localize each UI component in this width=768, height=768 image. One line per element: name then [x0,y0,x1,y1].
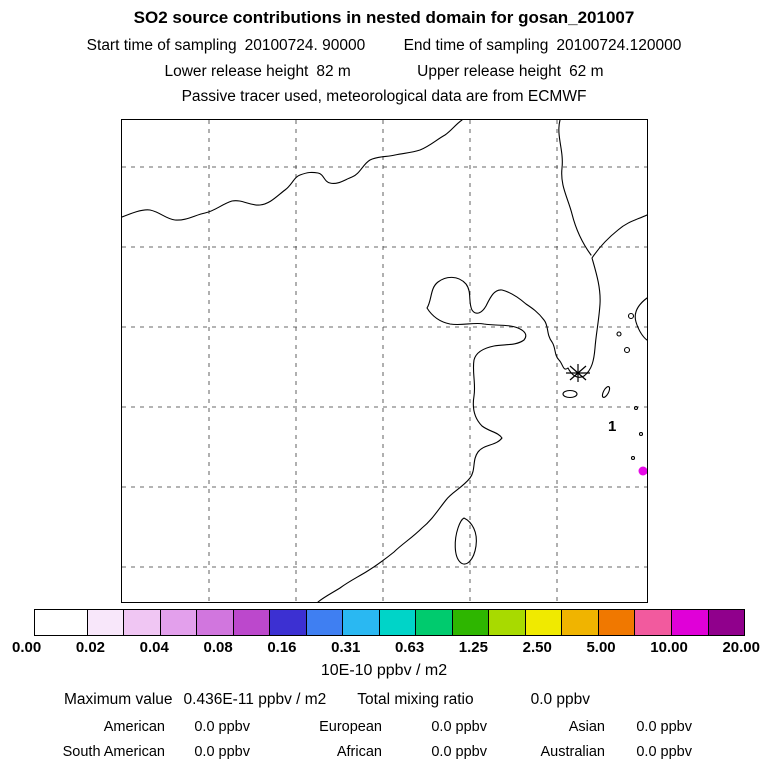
colorbar-unit-label: 10E-10 ppbv / m2 [320,662,448,679]
region-value: 0.0 ppbv [431,744,487,760]
island-tsushima [601,386,611,398]
end-time-value: 20100724.120000 [556,37,682,54]
colorbar-tick-label: 10.00 [650,639,688,656]
colorbar-cell [451,610,489,635]
lower-release-label: Lower release height [164,63,309,80]
border-line-north [122,120,463,221]
map-svg: 1 [122,120,647,602]
region-row: South American 0.0 ppbv African 0.0 ppbv Aus… [0,740,768,765]
hotspot-dot [638,466,647,476]
small-island [633,405,639,411]
colorbar-cell [488,610,525,635]
end-time: End time of sampling 20100724.120000 [404,36,682,55]
region-value: 0.0 ppbv [194,719,250,735]
lower-release-value: 82 m [316,63,351,80]
colorbar-cell [671,610,708,635]
figure-title: SO2 source contributions in nested domai… [133,8,635,27]
coastlines [122,120,647,602]
upper-release-value: 62 m [569,63,604,80]
region-value: 0.0 ppbv [636,719,692,735]
colorbar-cell [415,610,452,635]
map-panel: 1 [121,119,648,603]
region-row: American 0.0 ppbv European 0.0 ppbv Asian 0.0… [0,715,768,740]
maximum-value-label: Maximum value [64,691,173,708]
total-mixing-ratio-label: Total mixing ratio [357,691,474,708]
start-time-value: 20100724. 90000 [244,37,366,54]
figure-header: SO2 source contributions in nested domai… [0,7,768,106]
colorbar-tick-label: 5.00 [586,639,616,656]
region-stats: American 0.0 ppbv European 0.0 ppbv Asian 0.0… [0,715,768,765]
region-label: Asian [568,719,605,735]
colorbar-bar [34,609,745,636]
upper-release-label: Upper release height [417,63,562,80]
max-total-line: Maximum value 0.436E-11 ppbv / m2 Total mi… [64,690,768,710]
region-label: South American [62,744,165,760]
release-point-label: 1 [608,418,616,435]
colorbar-ticks: 0.00 0.02 0.04 0.08 0.16 0.31 0.63 1.25 2.50 5.00… [12,639,760,656]
region-value: 0.0 ppbv [431,719,487,735]
grid-lines [122,120,647,602]
colorbar-cell [86,610,124,635]
colorbar-tick-label: 1.25 [458,639,488,656]
small-island [623,346,631,354]
colorbar-cell [524,610,562,635]
colorbar-cell [269,610,306,635]
colorbar-cell [159,610,197,635]
colorbar-tick-label: 0.04 [139,639,169,656]
upper-release-height: Upper release height 62 m [417,62,603,81]
start-time-label: Start time of sampling [86,37,237,54]
region-label: African [336,744,382,760]
colorbar-tick-label: 0.16 [267,639,297,656]
colorbar-cell [123,610,160,635]
border-line-northeast [558,120,592,256]
colorbar-tick-label: 0.31 [331,639,361,656]
region-label: Australian [540,744,605,760]
end-time-label: End time of sampling [403,37,549,54]
colorbar-cell [707,610,745,635]
lower-release-height: Lower release height 82 m [164,62,350,81]
colorbar-cell [561,610,598,635]
colorbar-tick-label: 0.08 [203,639,233,656]
region-label: American [103,719,165,735]
small-island [630,455,636,461]
colorbar-cell [342,610,379,635]
colorbar-cell [35,610,87,635]
colorbar-tick-label: 20.00 [722,639,760,656]
colorbar-cell [305,610,343,635]
station-marker-icon [566,364,590,382]
island-jeju [562,389,578,399]
colorbar-tick-label: 0.00 [12,639,42,656]
colorbar-cell [597,610,635,635]
colorbar-cell [232,610,270,635]
colorbar-cell [378,610,416,635]
colorbar-tick-label: 2.50 [522,639,552,656]
region-value: 0.0 ppbv [636,744,692,760]
region-value: 0.0 ppbv [194,744,250,760]
small-island [638,431,644,437]
colorbar-cell [196,610,233,635]
small-island [616,331,622,337]
island-kyushu [634,297,647,341]
coastline-mainland [317,214,647,602]
colorbar-section [34,609,745,636]
tracer-note: Passive tracer used, meteorological data… [181,88,587,105]
colorbar-cell [634,610,672,635]
sampling-times-line: Start time of sampling 20100724. 90000 En… [0,36,768,55]
maximum-value: 0.436E-11 ppbv / m2 [183,691,327,708]
colorbar-tick-label: 0.63 [394,639,425,656]
colorbar-tick-label: 0.02 [75,639,106,656]
stats-section: Maximum value 0.436E-11 ppbv / m2 Total mi… [0,690,768,765]
start-time: Start time of sampling 20100724. 90000 [87,36,366,55]
island-taiwan [454,517,477,565]
total-mixing-ratio-value: 0.0 ppbv [530,691,591,708]
small-island [627,312,635,320]
region-label: European [319,719,382,735]
release-heights-line: Lower release height 82 m Upper release h… [0,62,768,81]
